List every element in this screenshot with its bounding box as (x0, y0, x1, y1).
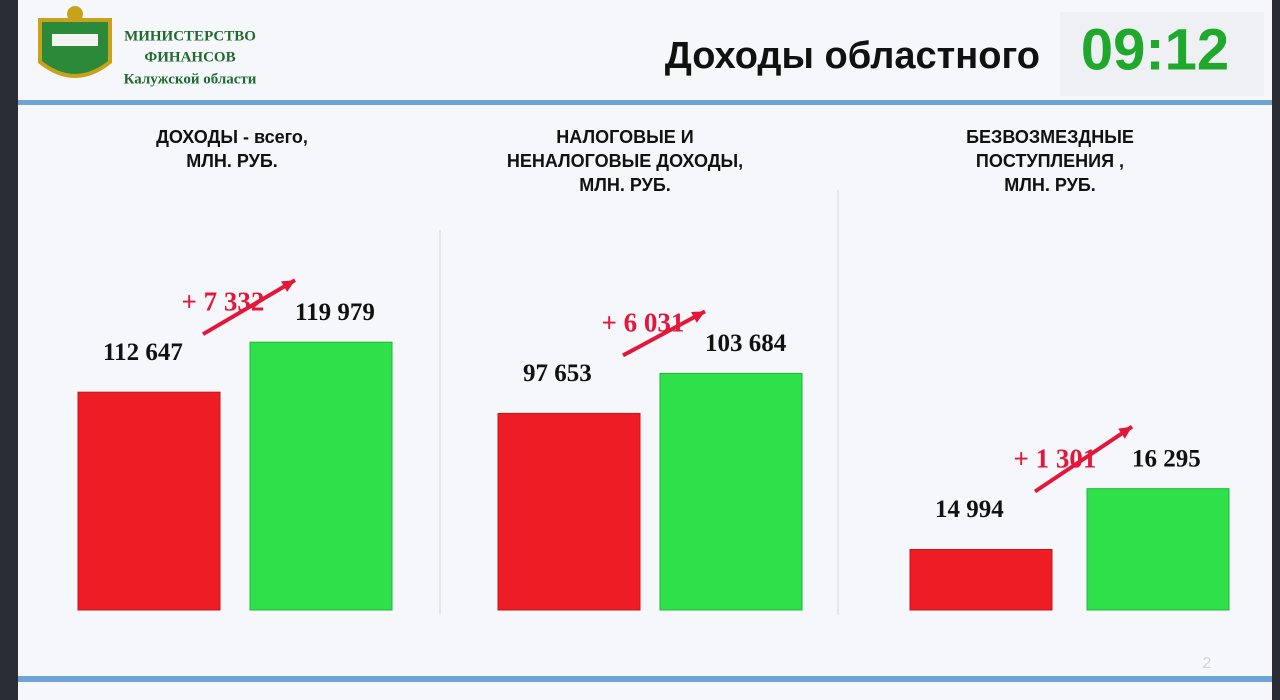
value-label: 14 994 (935, 496, 1004, 523)
annotation: + 6 031 (602, 308, 685, 338)
bezel (0, 0, 18, 700)
page-number: 2 (1203, 655, 1212, 672)
chart-title: МЛН. РУБ. (579, 175, 671, 195)
clock-box (1060, 12, 1264, 96)
logo (38, 6, 112, 78)
arrow-head (691, 311, 705, 323)
bar (659, 372, 803, 611)
arrow (622, 309, 706, 358)
chart-title: НЕНАЛОГОВЫЕ ДОХОДЫ, (507, 151, 743, 171)
slide-bg (18, 0, 1272, 700)
org-line: МИНИСТЕРСТВО (124, 28, 256, 44)
value-label: 103 684 (705, 330, 787, 357)
value-label: 119 979 (295, 299, 375, 326)
chart-title: МЛН. РУБ. (1004, 175, 1096, 195)
value-label: 112 647 (103, 339, 183, 366)
header-rule (18, 100, 1272, 105)
arrow (201, 278, 297, 336)
value-label: 16 295 (1132, 445, 1201, 472)
footer-rule (18, 676, 1272, 682)
annotation: + 7 332 (182, 286, 265, 316)
value-label: 97 653 (523, 360, 592, 387)
chart-title: НАЛОГОВЫЕ И (556, 127, 693, 147)
org-line: Калужской области (124, 71, 257, 87)
bezel (1272, 0, 1280, 700)
clock: 09:12 (1081, 17, 1229, 82)
chart-title: ПОСТУПЛЕНИЯ , (976, 151, 1124, 171)
chart-title: БЕЗВОЗМЕЗДНЫЕ (966, 127, 1134, 147)
bar (497, 412, 641, 611)
org-line: ФИНАНСОВ (144, 49, 235, 65)
bar (909, 549, 1053, 611)
bar (1086, 488, 1230, 611)
slide-title: Доходы областного (665, 35, 1040, 77)
chart-title: ДОХОДЫ - всего, (156, 127, 308, 147)
arrow (1033, 425, 1134, 494)
bar (77, 391, 221, 611)
arrow-head (1118, 426, 1132, 439)
annotation: + 1 301 (1014, 444, 1097, 474)
chart-title: МЛН. РУБ. (186, 151, 278, 171)
bar (249, 341, 393, 611)
arrow-head (281, 280, 295, 292)
